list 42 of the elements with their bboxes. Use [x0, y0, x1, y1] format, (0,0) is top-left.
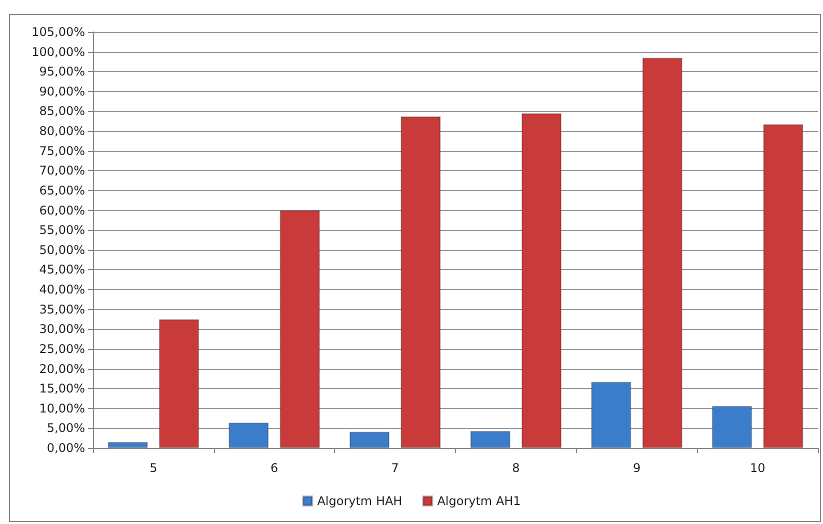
x-tick-label: 5: [150, 461, 158, 475]
y-tick-label: 40,00%: [39, 282, 85, 297]
bar: [400, 116, 441, 448]
x-tick-label: 9: [632, 461, 641, 475]
x-tick-label: 8: [512, 461, 520, 475]
bar: [349, 432, 390, 448]
bar: [228, 422, 269, 448]
y-tick-label: 0,00%: [46, 441, 85, 455]
y-tick-label: 100,00%: [32, 44, 85, 59]
bar: [763, 124, 804, 448]
y-tick-label: 10,00%: [39, 401, 85, 416]
y-tick-label: 55,00%: [39, 223, 85, 238]
legend-label: Algorytm HAH: [317, 494, 402, 508]
x-tick-label: 7: [391, 461, 399, 475]
bar: [591, 382, 632, 448]
y-tick-label: 105,00%: [32, 25, 85, 39]
bar: [712, 406, 752, 448]
x-tick-label: 10: [750, 461, 766, 475]
y-tick-label: 45,00%: [39, 262, 85, 277]
y-tick-label: 25,00%: [39, 342, 85, 356]
legend-label: Algorytm AH1: [437, 494, 521, 508]
y-tick-label: 50,00%: [39, 242, 85, 257]
bar: [280, 210, 320, 448]
bar: [159, 319, 200, 448]
y-tick-label: 30,00%: [39, 322, 85, 336]
y-tick-label: 20,00%: [39, 362, 85, 376]
y-tick-label: 75,00%: [39, 144, 85, 158]
y-tick-label: 95,00%: [39, 64, 85, 79]
y-tick-label: 5,00%: [46, 421, 85, 436]
y-tick-label: 65,00%: [39, 183, 85, 198]
bar: [470, 430, 510, 448]
x-tick-label: 6: [270, 461, 278, 475]
bar: [522, 113, 562, 448]
bar: [642, 58, 682, 448]
y-tick-label: 90,00%: [39, 84, 85, 98]
y-tick-label: 35,00%: [39, 302, 85, 316]
y-tick-label: 15,00%: [39, 382, 85, 396]
y-tick-label: 60,00%: [39, 203, 85, 218]
bar: [108, 442, 148, 448]
y-tick-label: 80,00%: [39, 124, 85, 138]
y-tick-label: 85,00%: [39, 104, 85, 118]
y-tick-label: 70,00%: [39, 164, 85, 178]
